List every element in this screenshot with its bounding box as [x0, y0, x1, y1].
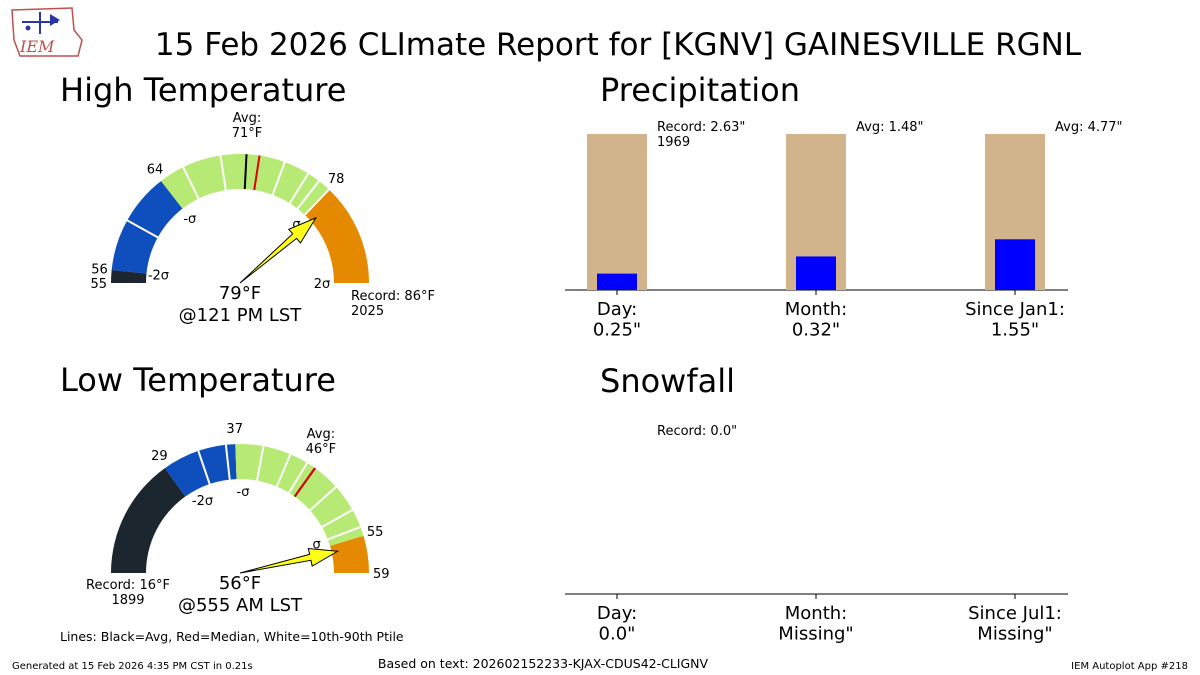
percentile-line — [126, 219, 159, 239]
percentile-line — [304, 188, 330, 216]
percentile-line — [288, 462, 309, 494]
percentile-line — [219, 155, 227, 191]
tick-label: 56 — [91, 262, 108, 277]
sigma-label: σ — [292, 218, 300, 233]
bar-annotation: Avg: 1.48" — [856, 120, 924, 135]
x-tick-label: Since Jan1: 1.55" — [965, 299, 1065, 341]
generated-note: Generated at 15 Feb 2026 4:35 PM CST in … — [12, 661, 253, 672]
observed-bar — [995, 239, 1035, 290]
precipitation-title: Precipitation — [600, 71, 800, 109]
tick-label: 78 — [328, 172, 345, 187]
percentile-line — [256, 445, 265, 481]
x-tick-label: Since Jul1: Missing" — [968, 603, 1062, 645]
percentile-line — [182, 166, 200, 200]
median-line — [293, 467, 316, 498]
precipitation-bar-chart: Day: 0.25" Record: 2.63" 1969 Month: 0.32" Avg… — [565, 120, 1123, 341]
percentile-line — [271, 161, 286, 196]
percentile-line — [296, 180, 320, 210]
iem-logo: IEM — [11, 7, 83, 57]
sigma-label: -2σ — [192, 494, 213, 509]
snowfall-bar-chart: Day: 0.0" Record: 0.0" Month: Missing" Since … — [565, 424, 1068, 645]
average-line — [243, 154, 248, 190]
lines-legend-note: Lines: Black=Avg, Red=Median, White=10th… — [60, 629, 404, 644]
x-tick-label: Month: Missing" — [778, 603, 853, 645]
sigma-label: 2σ — [314, 277, 331, 292]
percentile-line — [327, 525, 361, 541]
gauge-band-dark — [111, 269, 147, 283]
snowfall-title: Snowfall — [600, 362, 735, 400]
tick-label: 37 — [226, 422, 243, 437]
observed-time: @121 PM LST — [179, 305, 303, 326]
percentile-line — [288, 172, 310, 204]
x-tick-label: Day: 0.0" — [597, 603, 637, 645]
tick-label: 55 — [367, 525, 384, 540]
x-tick-label: Month: 0.32" — [785, 299, 847, 341]
page-title: 15 Feb 2026 CLImate Report for [KGNV] GA… — [155, 27, 1082, 63]
x-tick-label: Day: 0.25" — [593, 299, 641, 341]
normal-bar — [587, 134, 647, 290]
logo-text: IEM — [19, 37, 55, 56]
sigma-label: σ — [312, 538, 320, 553]
percentile-line — [197, 450, 211, 485]
tick-label: 29 — [151, 449, 168, 464]
sigma-label: -2σ — [148, 269, 169, 284]
percentile-line — [309, 486, 337, 512]
record-label: Record: 16°F 1899 — [86, 578, 170, 608]
high-temperature-title: High Temperature — [60, 71, 346, 109]
gauge-band-blue — [164, 444, 237, 497]
bar-annotation: Avg: 4.77" — [1055, 120, 1123, 135]
tick-label: 59 — [373, 567, 390, 582]
sigma-label: -σ — [183, 212, 196, 227]
low-temperature-title: Low Temperature — [60, 361, 336, 399]
low-temperature-gauge: Avg: 46°F 29 37 55 59 -2σ -σ σ 56°F@555 AM LST Rec… — [86, 422, 390, 616]
average-label: Avg: 46°F — [306, 427, 337, 457]
gauge-band-green — [235, 444, 364, 546]
average-label: Avg: 71°F — [232, 111, 263, 141]
percentile-line — [321, 508, 353, 528]
gauge-band-orange — [330, 535, 369, 573]
bar-annotation: Record: 0.0" — [657, 424, 737, 439]
observed-time: @555 AM LST — [178, 595, 303, 616]
tick-label: 64 — [147, 162, 164, 177]
gauge-needle — [239, 547, 340, 574]
observed-value: 56°F — [219, 573, 261, 594]
gauge-band-orange — [304, 189, 369, 283]
based-on-note: Based on text: 202602152233-KJAX-CDUS42-… — [378, 656, 709, 671]
median-line — [253, 155, 261, 191]
sigma-label: -σ — [237, 485, 250, 500]
gauge-needle — [239, 216, 318, 284]
record-label: Record: 86°F 2025 — [351, 289, 435, 319]
percentile-line — [224, 444, 231, 480]
tick-label: 55 — [90, 277, 107, 292]
bar-annotation: Record: 2.63" 1969 — [657, 120, 745, 150]
app-id-note: IEM Autoplot App #218 — [1071, 661, 1188, 672]
observed-bar — [597, 273, 637, 290]
percentile-line — [275, 453, 292, 487]
observed-value: 79°F — [219, 283, 261, 304]
gauge-band-blue — [111, 180, 183, 274]
gauge-band-dark — [111, 468, 186, 573]
observed-bar — [796, 256, 836, 290]
